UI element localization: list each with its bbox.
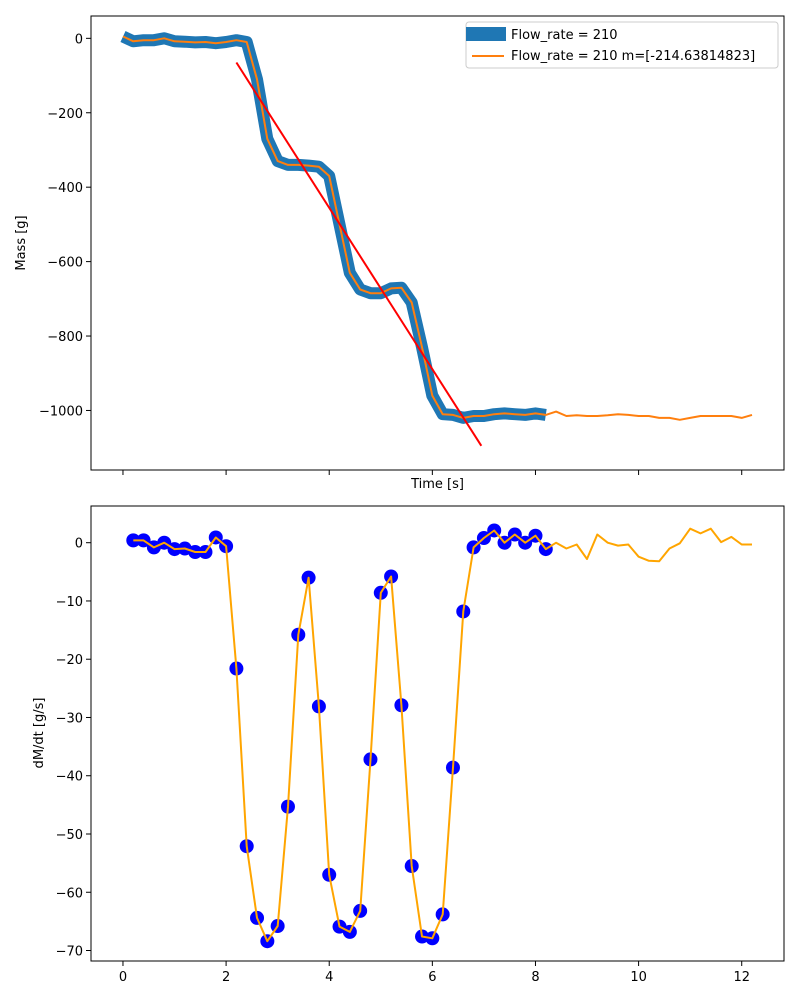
- x-tick-label: 0: [119, 970, 127, 985]
- y-tick-label: −70: [56, 945, 83, 960]
- mass-chart-axes: 0 −200 −400 −600 −800 −1000: [39, 32, 743, 475]
- x-tick-label: 2: [222, 970, 230, 985]
- x-tick-label: 10: [630, 970, 647, 985]
- fit-line: [235, 61, 483, 447]
- x-axis-label: Time [s]: [410, 477, 464, 492]
- y-tick-label: −40: [56, 770, 83, 785]
- legend-label-series-2: Flow_rate = 210 m=[-214.63814823]: [511, 49, 755, 64]
- y-tick-label: −200: [47, 107, 83, 122]
- y-tick-label: −1000: [39, 404, 83, 419]
- series-line: [133, 527, 752, 943]
- mass-plot-area: [90, 15, 785, 471]
- data-point: [126, 533, 141, 548]
- x-tick-label: 6: [428, 970, 436, 985]
- rate-chart-axes: 0 2 4 6 8 10 12 0 −10 −20 −30 −40 −50 −60 −70: [56, 537, 750, 985]
- x-tick-label: 8: [531, 970, 539, 985]
- y-tick-label: 0: [75, 537, 83, 552]
- y-tick-label: −600: [47, 256, 83, 271]
- rate-plot-area: [90, 505, 785, 962]
- y-axis-label: Mass [g]: [14, 215, 29, 270]
- series-line: [122, 35, 753, 421]
- mass-chart: 0 −200 −400 −600 −800 −1000 Time [s] Mass [g]…: [14, 15, 785, 492]
- rate-chart-marks: [126, 523, 752, 949]
- y-tick-label: −30: [56, 711, 83, 726]
- x-tick-label: 12: [733, 970, 750, 985]
- y-tick-label: −60: [56, 886, 83, 901]
- y-tick-label: −800: [47, 330, 83, 345]
- y-axis-label: dM/dt [g/s]: [32, 698, 47, 769]
- y-tick-label: −10: [56, 595, 83, 610]
- y-tick-label: −400: [47, 181, 83, 196]
- series-line-thick: [120, 31, 547, 424]
- legend-label-series-1: Flow_rate = 210: [511, 28, 618, 43]
- x-tick-label: 4: [325, 970, 333, 985]
- legend-box: [465, 21, 779, 69]
- y-tick-label: −20: [56, 653, 83, 668]
- y-tick-label: 0: [75, 32, 83, 47]
- rate-chart: 0 2 4 6 8 10 12 0 −10 −20 −30 −40 −50 −60 −70 dM/dt [g…: [32, 505, 785, 985]
- y-tick-label: −50: [56, 828, 83, 843]
- mass-chart-marks: [120, 31, 753, 447]
- legend: Flow_rate = 210 Flow_rate = 210 m=[-214.…: [465, 21, 779, 69]
